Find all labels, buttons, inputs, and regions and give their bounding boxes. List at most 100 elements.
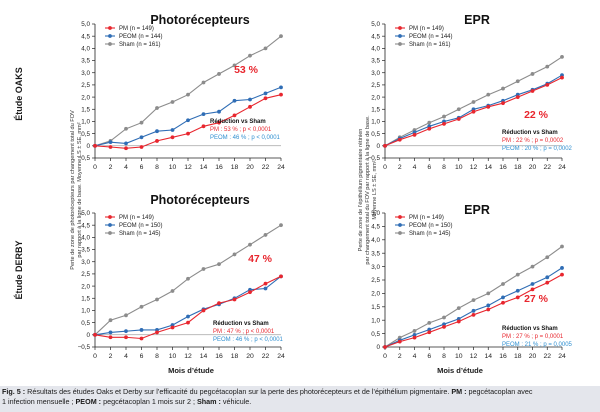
- data-point-pm: [456, 319, 461, 324]
- data-point-pm: [501, 101, 505, 106]
- data-point-sham: [232, 252, 237, 257]
- x-tick-label: 10: [169, 164, 177, 171]
- data-point-pm: [515, 95, 520, 99]
- left-ylabel-line1: Perte de zone de photorécepteurs par cha…: [70, 110, 76, 270]
- reduction-title: Réduction vs Sham: [210, 119, 266, 125]
- data-point-pm: [124, 146, 128, 151]
- data-point-sham: [412, 329, 417, 333]
- x-tick-label: 14: [200, 164, 208, 171]
- x-tick-label: 2: [398, 164, 402, 171]
- y-tick-label: 0,5: [81, 131, 90, 138]
- y-tick-label: 3,5: [371, 58, 380, 65]
- caption-peom-label: PEOM :: [75, 396, 102, 406]
- data-point-peom: [442, 322, 446, 327]
- data-point-pm: [501, 300, 505, 305]
- data-point-pm: [155, 330, 159, 335]
- reduction-pm: PM : 27 % ; p = 0,0001: [502, 334, 564, 340]
- data-point-pm: [201, 308, 206, 313]
- legend-swatch-marker: [398, 26, 402, 30]
- reduction-percentage: 22 %: [524, 109, 549, 121]
- y-tick-label: 0,5: [371, 131, 380, 138]
- left-ylabel-line2: par rapport à la ligne de base. Moyenne …: [77, 122, 83, 257]
- x-tick-label: 24: [558, 353, 566, 360]
- data-point-pm: [456, 117, 461, 121]
- reduction-peom: PEOM : 46 % ; p < 0,0001: [210, 135, 281, 141]
- y-tick-label: 0: [86, 143, 90, 150]
- y-tick-label: 1,5: [371, 304, 380, 311]
- data-point-sham: [124, 126, 128, 131]
- data-point-sham: [155, 106, 159, 110]
- x-tick-label: 0: [383, 164, 387, 171]
- x-tick-label: 6: [140, 164, 144, 171]
- x-tick-label: 18: [231, 164, 239, 171]
- data-point-sham: [442, 114, 446, 119]
- data-point-sham: [139, 304, 144, 309]
- data-point-peom: [471, 308, 476, 313]
- x-tick-label: 22: [262, 353, 270, 360]
- data-point-sham: [530, 72, 535, 76]
- data-point-pm: [108, 145, 113, 149]
- legend-label: PM (n = 149): [119, 215, 154, 221]
- data-point-peom: [108, 330, 113, 335]
- y-tick-label: 0: [376, 344, 380, 351]
- y-tick-label: 4,0: [371, 46, 380, 53]
- data-point-sham: [124, 313, 128, 318]
- data-point-sham: [155, 297, 159, 302]
- data-point-pm: [560, 75, 564, 80]
- reduction-percentage: 47 %: [248, 253, 273, 265]
- data-point-pm: [442, 325, 446, 329]
- y-tick-label: −0,5: [368, 155, 381, 162]
- x-tick-label: 22: [262, 164, 270, 171]
- y-tick-label: 4,5: [81, 222, 90, 229]
- data-point-peom: [139, 135, 144, 140]
- data-point-pm: [186, 131, 190, 136]
- data-point-pm: [155, 139, 159, 143]
- data-point-sham: [427, 120, 432, 125]
- x-tick-label: 16: [215, 353, 223, 360]
- data-point-peom: [201, 112, 206, 117]
- chart-title: Photorécepteurs: [150, 13, 249, 27]
- y-tick-label: 1,0: [371, 317, 380, 324]
- data-point-sham: [442, 315, 446, 320]
- data-point-sham: [486, 92, 491, 97]
- x-tick-label: 12: [184, 164, 192, 171]
- data-point-sham: [545, 64, 550, 69]
- data-point-pm: [93, 332, 97, 337]
- data-point-sham: [456, 107, 461, 112]
- chart-title: EPR: [464, 13, 490, 27]
- caption-fig-label: Fig. 5 :: [2, 387, 26, 396]
- y-tick-label: 1,0: [81, 119, 90, 126]
- data-point-sham: [170, 289, 175, 293]
- x-tick-label: 24: [277, 164, 285, 171]
- data-point-peom: [186, 314, 190, 319]
- x-tick-label: 22: [543, 164, 551, 171]
- data-point-peom: [427, 327, 432, 332]
- y-tick-label: 2,5: [81, 271, 90, 278]
- y-tick-label: 3,0: [81, 70, 90, 77]
- data-point-sham: [248, 53, 252, 58]
- legend-label: Sham (n = 161): [119, 42, 161, 48]
- right-ylabel-line2: par changement total du FOV par rapport …: [365, 115, 371, 265]
- x-tick-label: 20: [246, 164, 254, 171]
- reduction-peom: PEOM : 46 % ; p < 0,0001: [213, 337, 284, 343]
- legend-swatch-marker: [108, 26, 112, 30]
- data-point-peom: [170, 128, 175, 132]
- y-tick-label: 1,0: [371, 119, 380, 126]
- y-tick-label: 4,0: [81, 46, 90, 53]
- data-point-peom: [279, 85, 283, 90]
- data-point-pm: [263, 96, 268, 101]
- data-point-pm: [170, 135, 175, 140]
- reduction-peom: PEOM : 20 % ; p = 0,0002: [502, 146, 573, 152]
- x-tick-label: 2: [109, 164, 113, 171]
- y-tick-label: 1,0: [81, 308, 90, 315]
- data-point-pm: [383, 143, 387, 148]
- data-point-sham: [471, 298, 476, 302]
- y-tick-label: 3,5: [371, 250, 380, 257]
- x-tick-label: 10: [169, 353, 177, 360]
- x-tick-label: 20: [529, 353, 537, 360]
- y-tick-label: 4,5: [371, 224, 380, 231]
- data-point-pm: [486, 307, 491, 312]
- data-point-pm: [471, 109, 476, 114]
- x-tick-label: 12: [184, 353, 192, 360]
- data-point-peom: [108, 140, 113, 145]
